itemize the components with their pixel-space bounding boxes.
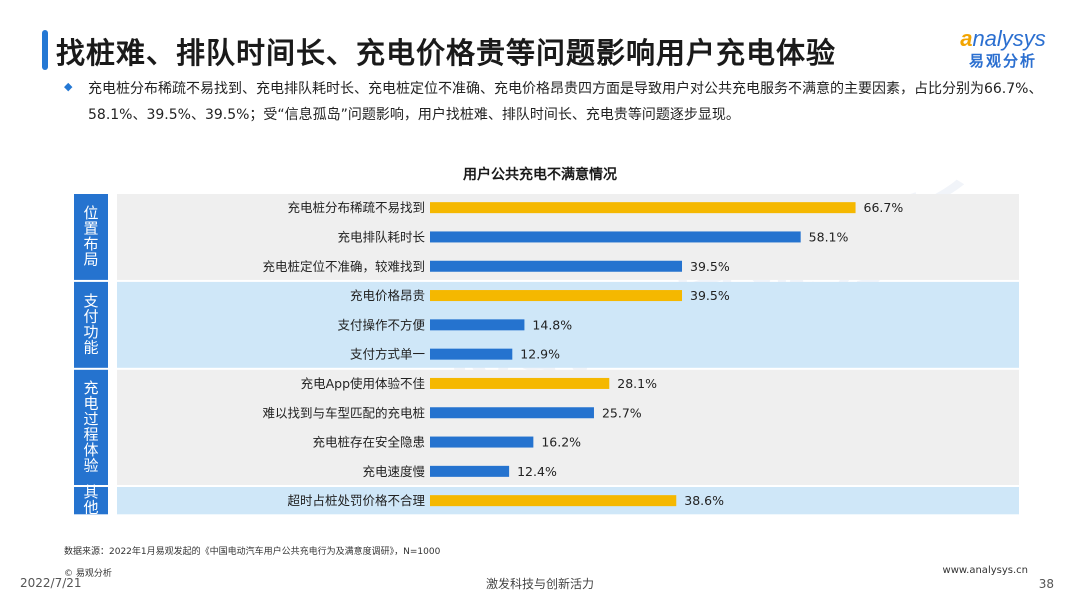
category-label: 充电排队耗时长 xyxy=(337,229,425,244)
data-label: 12.4% xyxy=(517,464,557,479)
bar xyxy=(430,348,513,360)
bar xyxy=(430,231,801,243)
page-title: 找桩难、排队时间长、充电价格贵等问题影响用户充电体验 xyxy=(56,36,837,70)
bar xyxy=(430,319,525,331)
bar xyxy=(430,436,534,448)
group-label: 其他 xyxy=(83,483,98,517)
group-label-box xyxy=(74,487,108,515)
category-label: 充电桩定位不准确，较难找到 xyxy=(262,259,425,274)
category-label: 难以找到与车型匹配的充电桩 xyxy=(262,405,425,420)
data-label: 16.2% xyxy=(541,435,581,450)
category-label: 支付操作不方便 xyxy=(337,317,425,332)
data-label: 25.7% xyxy=(602,405,642,420)
bar xyxy=(430,407,594,419)
bar xyxy=(430,377,610,389)
data-label: 66.7% xyxy=(864,200,904,215)
summary-text: 充电桩分布稀疏不易找到、充电排队耗时长、充电桩定位不准确、充电价格昂贵四方面是导… xyxy=(88,81,1043,123)
data-label: 58.1% xyxy=(809,229,849,244)
bar xyxy=(430,260,683,272)
category-label: 超时占桩处罚价格不合理 xyxy=(287,493,425,508)
data-label: 39.5% xyxy=(690,288,730,303)
bar xyxy=(430,202,856,214)
page-number: 38 xyxy=(1038,577,1054,591)
data-label: 28.1% xyxy=(617,376,657,391)
title-accent-bar xyxy=(42,30,48,70)
group-label-box xyxy=(74,194,108,280)
category-label: 充电速度慢 xyxy=(362,464,425,479)
category-label: 充电桩存在安全隐患 xyxy=(312,435,425,450)
group-label: 充电过程体验 xyxy=(83,379,98,475)
group-label: 位置布局 xyxy=(83,204,98,268)
data-label: 12.9% xyxy=(520,347,560,362)
footer-slogan: 激发科技与创新活力 xyxy=(485,577,594,591)
copyright: © 易观分析 xyxy=(64,569,112,579)
chart-title: 用户公共充电不满意情况 xyxy=(463,167,617,183)
category-label: 支付方式单一 xyxy=(350,347,425,362)
logo-chinese: 易观分析 xyxy=(968,52,1037,70)
data-label: 14.8% xyxy=(532,317,572,332)
category-label: 充电价格昂贵 xyxy=(350,288,425,303)
group-label-box xyxy=(74,281,108,368)
data-source: 数据来源：2022年1月易观发起的《中国电动汽车用户公共充电行为及满意度调研》，… xyxy=(64,547,441,557)
logo: analysys 易观分析 xyxy=(948,26,1058,78)
category-label: 充电App使用体验不佳 xyxy=(301,376,425,391)
bar xyxy=(430,290,683,302)
bar xyxy=(430,465,510,477)
data-label: 39.5% xyxy=(690,259,730,274)
group-band xyxy=(117,369,1019,485)
bar xyxy=(430,495,677,507)
footer-url[interactable]: www.analysys.cn xyxy=(942,565,1028,576)
group-label: 支付功能 xyxy=(83,292,98,357)
footer-date: 2022/7/21 xyxy=(20,576,82,590)
logo-wordmark: analysys xyxy=(960,26,1046,51)
diamond-bullet-icon: ◆ xyxy=(64,80,73,93)
group-label-box xyxy=(74,369,108,485)
category-label: 充电桩分布稀疏不易找到 xyxy=(287,200,425,215)
data-label: 38.6% xyxy=(684,493,724,508)
